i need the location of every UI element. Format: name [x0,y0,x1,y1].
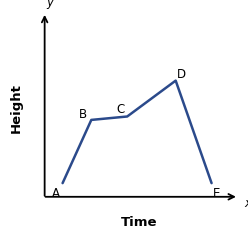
Text: Height: Height [10,83,23,132]
Text: x: x [245,196,248,209]
Text: D: D [177,68,186,81]
Text: E: E [213,186,221,199]
Text: C: C [117,103,125,116]
Text: y: y [47,0,54,9]
Text: B: B [79,107,87,120]
Text: A: A [51,186,60,199]
Text: Time: Time [121,215,157,228]
